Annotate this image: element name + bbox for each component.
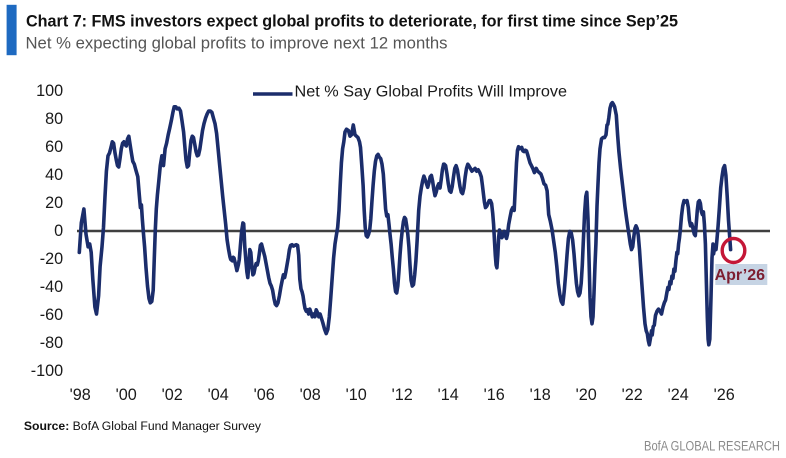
svg-text:'98: '98 — [70, 386, 91, 404]
svg-text:'12: '12 — [392, 386, 413, 404]
svg-text:'04: '04 — [208, 386, 229, 404]
svg-text:'16: '16 — [484, 386, 505, 404]
svg-text:Source: BofA Global Fund Manag: Source: BofA Global Fund Manager Survey — [24, 419, 262, 433]
svg-text:'02: '02 — [162, 386, 183, 404]
svg-text:-40: -40 — [40, 278, 63, 296]
svg-text:'18: '18 — [530, 386, 551, 404]
svg-text:Net % expecting global profits: Net % expecting global profits to improv… — [26, 33, 448, 52]
svg-text:'14: '14 — [438, 386, 459, 404]
svg-text:Apr’26: Apr’26 — [715, 267, 765, 284]
svg-text:100: 100 — [36, 82, 63, 100]
svg-text:20: 20 — [45, 194, 63, 212]
svg-text:0: 0 — [54, 222, 63, 240]
svg-text:Net % Say Global Profits Will: Net % Say Global Profits Will Improve — [295, 83, 568, 100]
svg-text:60: 60 — [45, 138, 63, 156]
svg-text:-100: -100 — [31, 362, 63, 380]
svg-text:'22: '22 — [622, 386, 643, 404]
svg-text:40: 40 — [45, 166, 63, 184]
svg-text:'20: '20 — [576, 386, 597, 404]
svg-text:'08: '08 — [300, 386, 321, 404]
svg-text:80: 80 — [45, 110, 63, 128]
svg-text:'26: '26 — [714, 386, 735, 404]
svg-text:'10: '10 — [346, 386, 367, 404]
svg-text:BofA GLOBAL RESEARCH: BofA GLOBAL RESEARCH — [644, 439, 780, 454]
svg-text:'06: '06 — [254, 386, 275, 404]
svg-text:'00: '00 — [116, 386, 137, 404]
svg-text:'24: '24 — [668, 386, 689, 404]
svg-text:-80: -80 — [40, 334, 63, 352]
svg-text:-60: -60 — [40, 306, 63, 324]
svg-text:Chart 7: FMS investors expect: Chart 7: FMS investors expect global pro… — [26, 12, 678, 31]
svg-text:-20: -20 — [40, 250, 63, 268]
